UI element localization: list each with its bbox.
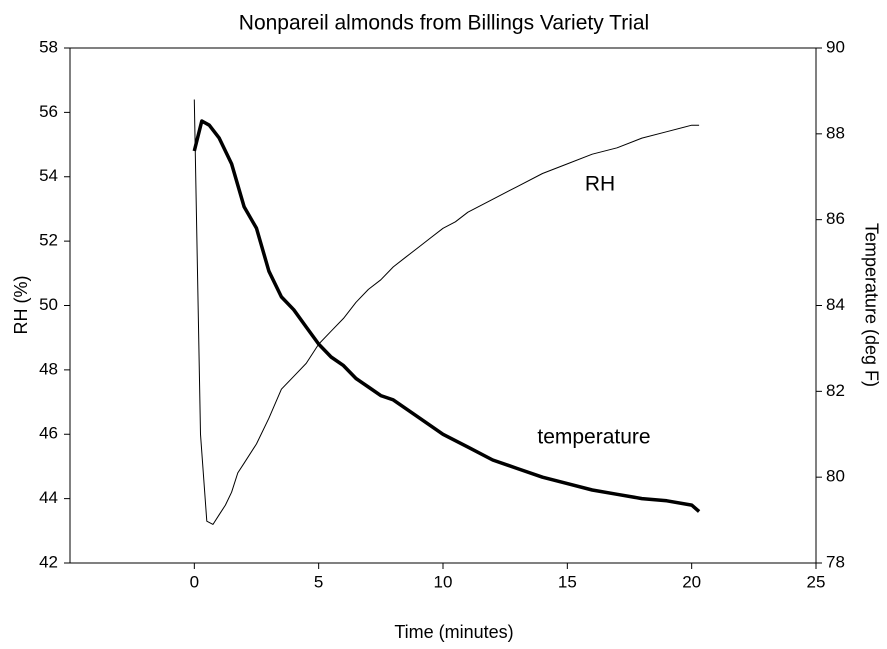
x-tick-label: 10 (434, 572, 453, 591)
y-axis-title: RH (%) (11, 276, 31, 335)
x-tick-label: 0 (190, 572, 199, 591)
y-tick-label: 58 (39, 37, 58, 56)
annotation: temperature (537, 426, 650, 449)
y2-tick-label: 86 (826, 209, 845, 228)
x-tick-label: 5 (314, 572, 323, 591)
y-tick-label: 54 (39, 166, 58, 185)
y2-tick-label: 78 (826, 552, 845, 571)
x-axis-title: Time (minutes) (394, 622, 513, 642)
x-tick-label: 20 (682, 572, 701, 591)
y-tick-label: 56 (39, 102, 58, 121)
y2-tick-label: 84 (826, 295, 845, 314)
chart-title: Nonpareil almonds from Billings Variety … (239, 12, 649, 35)
x-tick-label: 15 (558, 572, 577, 591)
y-tick-label: 42 (39, 552, 58, 571)
plot-frame (69, 47, 817, 564)
annotation: RH (585, 173, 615, 196)
y2-tick-label: 90 (826, 37, 845, 56)
line-series (193, 99, 700, 525)
y-tick-label: 52 (39, 231, 58, 250)
y2-tick-label: 80 (826, 467, 845, 486)
y-tick-label: 44 (39, 488, 58, 507)
y-tick-label: 48 (39, 359, 58, 378)
y-tick-label: 50 (39, 295, 58, 314)
line-series (192, 119, 701, 513)
y2-tick-label: 82 (826, 381, 845, 400)
y-tick-label: 46 (39, 424, 58, 443)
x-tick-label: 25 (807, 572, 826, 591)
y2-tick-label: 88 (826, 123, 845, 142)
y2-axis-title: Temperature (deg F) (861, 223, 881, 387)
